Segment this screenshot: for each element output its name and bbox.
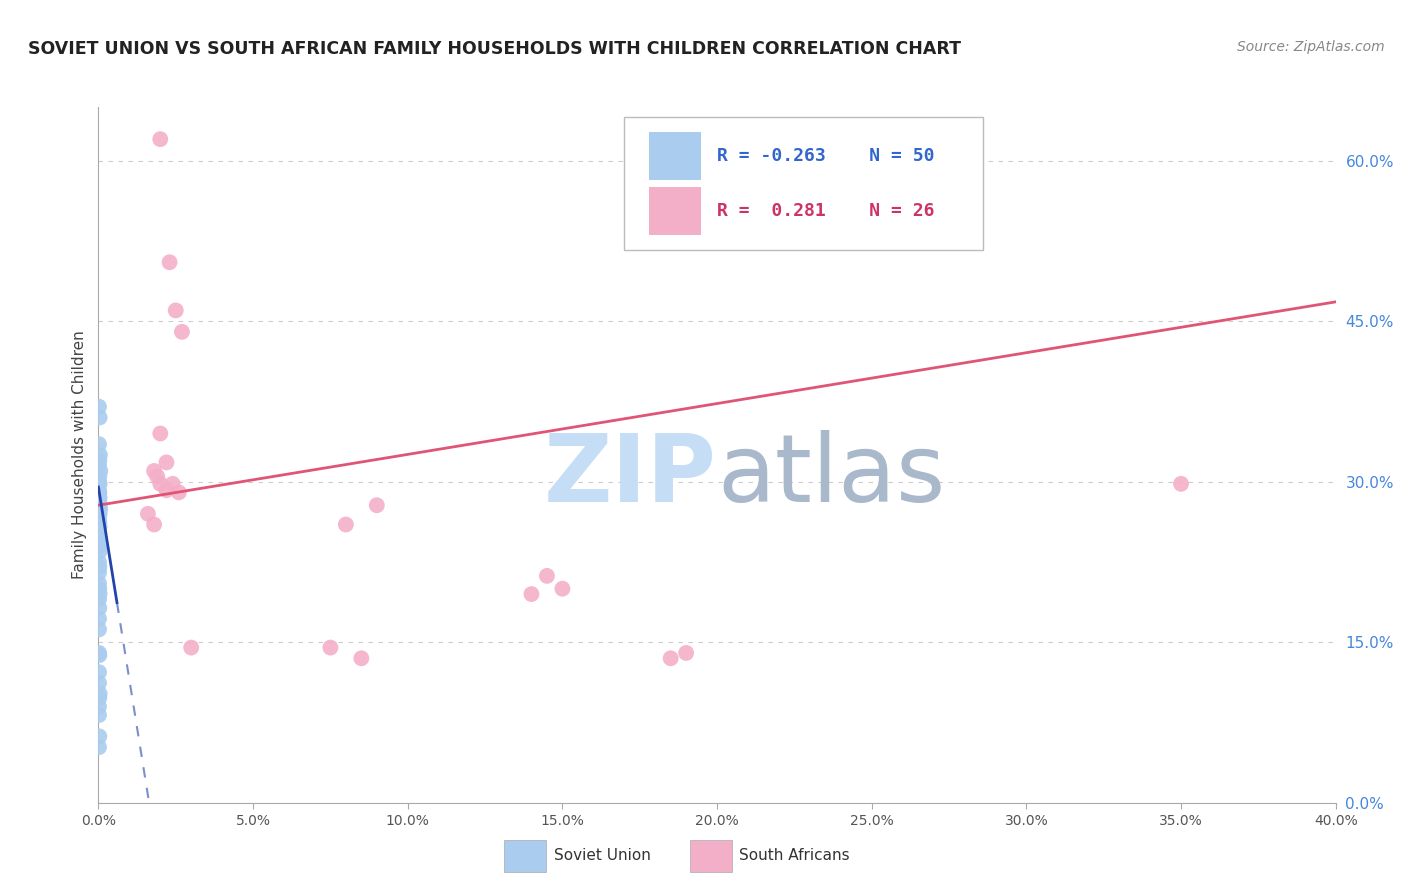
Point <box>89 601 111 615</box>
Text: R =  0.281    N = 26: R = 0.281 N = 26 <box>717 202 935 220</box>
Point <box>89 505 111 519</box>
Point <box>350 651 373 665</box>
Point <box>89 560 111 574</box>
Point <box>87 708 110 723</box>
Point <box>87 592 110 607</box>
Point <box>87 400 110 414</box>
Point <box>87 646 110 660</box>
Point <box>89 485 111 500</box>
Point <box>89 469 111 483</box>
Point <box>170 325 193 339</box>
Point <box>87 555 110 569</box>
Point <box>87 458 110 473</box>
Point <box>146 469 169 483</box>
Point <box>89 476 111 491</box>
Point <box>89 730 111 744</box>
Point <box>87 566 110 580</box>
Point <box>89 410 111 425</box>
Point <box>87 623 110 637</box>
Point <box>366 498 388 512</box>
FancyBboxPatch shape <box>650 132 702 180</box>
Point <box>155 483 177 498</box>
Point <box>89 453 111 467</box>
Point <box>155 455 177 469</box>
Point <box>675 646 697 660</box>
Point <box>335 517 357 532</box>
Point <box>87 612 110 626</box>
Point <box>87 498 110 512</box>
Text: Source: ZipAtlas.com: Source: ZipAtlas.com <box>1237 40 1385 54</box>
Point <box>89 491 111 505</box>
Point <box>87 483 110 498</box>
FancyBboxPatch shape <box>505 839 547 871</box>
Text: atlas: atlas <box>717 430 945 522</box>
Point <box>87 665 110 680</box>
Point <box>520 587 543 601</box>
Point <box>89 448 111 462</box>
Point <box>165 303 187 318</box>
Point <box>89 496 111 510</box>
Point <box>551 582 574 596</box>
Point <box>953 148 976 162</box>
Point <box>87 676 110 690</box>
Point <box>87 487 110 501</box>
Point <box>89 690 111 705</box>
Point <box>89 544 111 558</box>
Text: R = -0.263    N = 50: R = -0.263 N = 50 <box>717 147 935 165</box>
Text: SOVIET UNION VS SOUTH AFRICAN FAMILY HOUSEHOLDS WITH CHILDREN CORRELATION CHART: SOVIET UNION VS SOUTH AFRICAN FAMILY HOU… <box>28 40 962 58</box>
Point <box>89 587 111 601</box>
Point <box>89 507 111 521</box>
Point <box>143 464 166 478</box>
Point <box>143 517 166 532</box>
Point <box>87 523 110 537</box>
Point <box>536 569 558 583</box>
Point <box>89 464 111 478</box>
Point <box>87 576 110 591</box>
FancyBboxPatch shape <box>690 839 733 871</box>
Point <box>89 582 111 596</box>
Point <box>87 533 110 548</box>
Point <box>159 255 181 269</box>
Point <box>87 517 110 532</box>
FancyBboxPatch shape <box>650 187 702 235</box>
Point <box>162 476 184 491</box>
Point <box>89 648 111 662</box>
Point <box>319 640 342 655</box>
Point <box>87 528 110 542</box>
Point <box>87 437 110 451</box>
Point <box>87 475 110 489</box>
FancyBboxPatch shape <box>624 118 983 250</box>
Point <box>89 519 111 533</box>
Point <box>149 132 172 146</box>
Point <box>89 687 111 701</box>
Text: ZIP: ZIP <box>544 430 717 522</box>
Point <box>89 539 111 553</box>
Point <box>136 507 159 521</box>
Point <box>89 501 111 516</box>
Point <box>87 494 110 508</box>
Point <box>149 476 172 491</box>
Point <box>167 485 190 500</box>
Text: Soviet Union: Soviet Union <box>554 848 651 863</box>
Point <box>659 651 682 665</box>
Point <box>89 526 111 541</box>
Point <box>89 516 111 530</box>
Point <box>87 740 110 755</box>
Text: South Africans: South Africans <box>740 848 851 863</box>
Point <box>149 426 172 441</box>
Y-axis label: Family Households with Children: Family Households with Children <box>72 331 87 579</box>
Point <box>87 512 110 526</box>
Point <box>1170 476 1192 491</box>
Point <box>180 640 202 655</box>
Point <box>87 699 110 714</box>
